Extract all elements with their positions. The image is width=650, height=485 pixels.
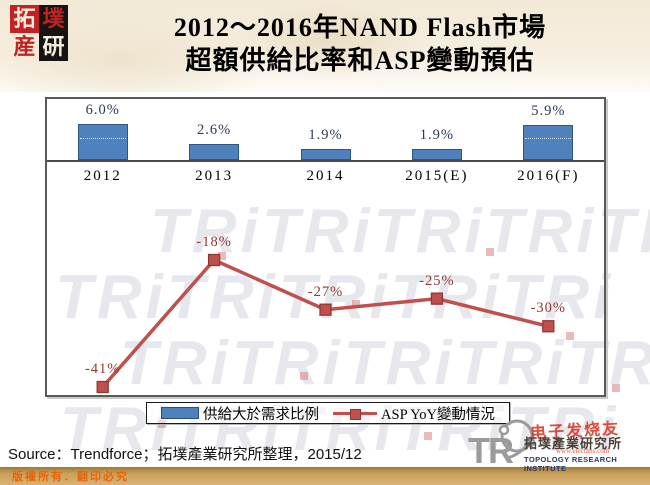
line-value-label: -27% [307,283,344,300]
x-axis-tick-label: 2013 [195,168,234,184]
copyright-text: 版權所有．翻印必究 [12,471,129,483]
supply-bar [523,124,574,160]
watermark-dot [424,432,432,440]
tri-logo-letters: TR [468,430,514,471]
line-marker-swatch-icon [333,408,378,420]
legend-label: ASP YoY變動情況 [381,406,495,423]
bar-swatch-icon [161,407,200,419]
bar-value-label: 1.9% [419,126,454,143]
copyright-band: 版權所有．翻印必究 [0,467,650,485]
topology-logo: 拓 墣 産 研 [10,5,68,61]
x-axis-baseline [47,160,604,162]
bar-value-label: 6.0% [85,102,120,118]
title-line-2: 超額供給比率和ASP變動預估 [185,46,535,75]
legend-label: 供給大於需求比例 [203,406,320,423]
logo-char: 研 [39,33,68,61]
chart-legend: 供給大於需求比例 ASP YoY變動情況 [146,402,510,424]
legend-item-supply: 供給大於需求比例 [161,403,319,424]
watermark-dot [612,384,620,392]
supply-bar [411,148,462,160]
line-value-label: -41% [84,361,121,377]
page-title: 2012～2016年NAND Flash市場 超額供給比率和ASP變動預估 [100,11,620,77]
tri-brand: TR 电子发烧友 拓墣產業研究所 www.elecfans.com TOPOLO… [468,419,648,473]
header: 拓 墣 産 研 2012～2016年NAND Flash市場 超額供給比率和AS… [0,0,650,92]
title-line-1: 2012～2016年NAND Flash市場 [173,13,547,42]
logo-char: 墣 [39,5,68,33]
source-note: Source：Trendforce；拓墣產業研究所整理，2015/12 [8,446,362,463]
logo-char: 産 [13,34,36,59]
asp-yoy-line-series [96,253,555,394]
elecfans-url-watermark: www.elecfans.com [556,447,610,455]
tri-swoosh-icon [498,419,536,460]
line-value-label: -30% [530,300,566,317]
bar-value-label: 2.6% [196,122,232,139]
x-axis-tick-label: 2015(E) [405,168,469,184]
bar-value-label: 5.9% [531,102,566,119]
supply-bar [189,144,240,160]
line-value-label: -18% [196,233,232,250]
supply-bar [77,124,128,160]
institute-name-cn: 拓墣產業研究所 [524,436,623,451]
institute-name-en: TOPOLOGY RESEARCH INSTITUTE [524,455,618,473]
chart-area: 6.0% 2.6% 1.9% 1.9% 5.9% 2012 2013 2014 … [45,97,606,397]
supply-bar [300,148,351,160]
x-axis-tick-label: 2016(F) [517,168,580,184]
bar-value-label: 1.9% [308,126,343,143]
line-value-label: -25% [419,272,455,289]
legend-item-asp: ASP YoY變動情況 [333,403,495,424]
logo-char: 拓 [10,5,39,33]
x-axis-tick-label: 2012 [83,168,122,184]
x-axis-tick-label: 2014 [306,168,345,184]
